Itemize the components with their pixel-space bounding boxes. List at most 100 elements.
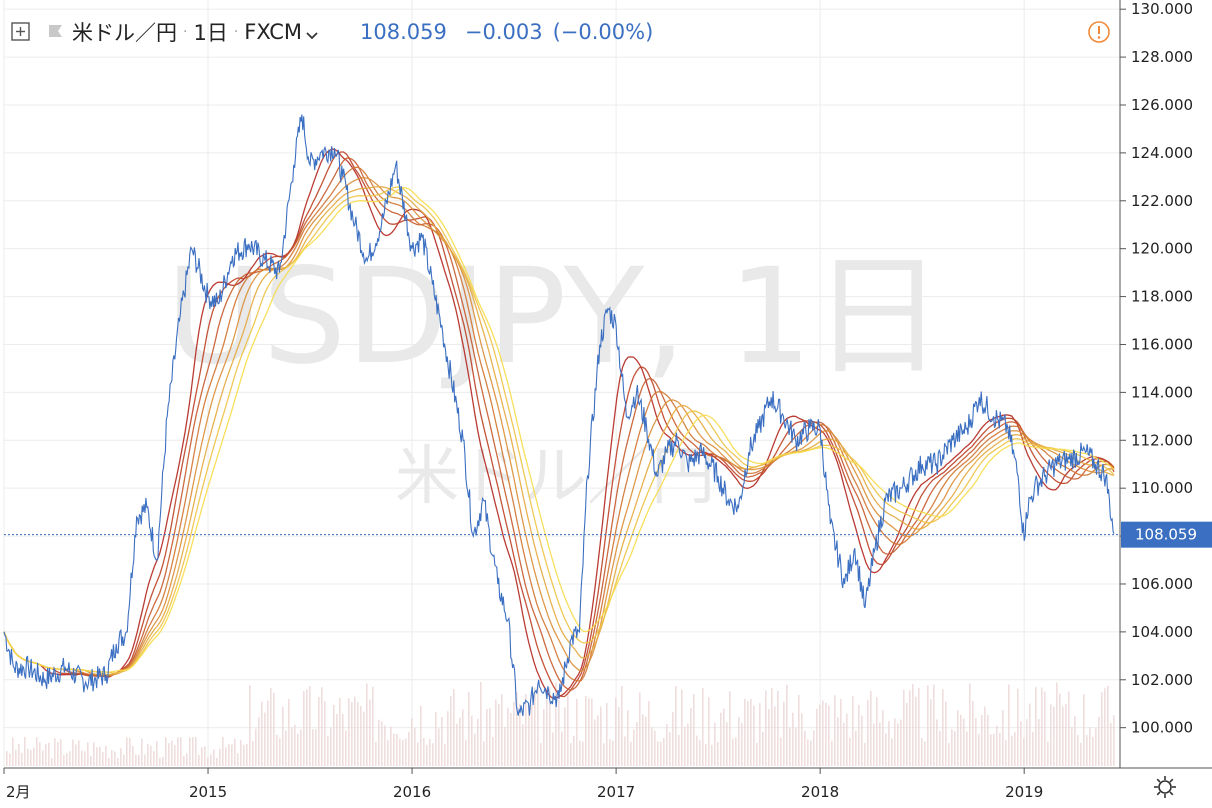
volume-bar bbox=[438, 728, 440, 766]
symbol-name[interactable]: 米ドル／円 bbox=[72, 21, 177, 45]
volume-bar bbox=[453, 689, 455, 766]
last-price-label: 108.059 bbox=[1135, 526, 1197, 544]
volume-bar bbox=[537, 685, 539, 766]
volume-bar bbox=[165, 737, 167, 766]
price-tick-label: 100.000 bbox=[1131, 719, 1193, 737]
price-tick-label: 124.000 bbox=[1131, 144, 1193, 162]
ma-line bbox=[3, 186, 1115, 673]
volume-bar bbox=[591, 698, 593, 766]
volume-bar bbox=[405, 738, 407, 766]
volume-bar bbox=[861, 715, 863, 766]
volume-bar bbox=[492, 736, 494, 766]
volume-bar bbox=[1110, 722, 1112, 766]
volume-bar bbox=[978, 734, 980, 766]
volume-bar bbox=[201, 747, 203, 766]
volume-bar bbox=[24, 736, 26, 766]
volume-bar bbox=[792, 712, 794, 766]
volume-bar bbox=[654, 730, 656, 766]
volume-bar bbox=[969, 683, 971, 766]
volume-bar bbox=[720, 712, 722, 766]
volume-bar bbox=[348, 698, 350, 766]
volume-bar bbox=[756, 743, 758, 766]
volume-bar bbox=[624, 736, 626, 766]
volume-bar bbox=[789, 727, 791, 766]
price-scale[interactable]: 130.000 128.000 126.000 124.000 122.000 120.0… bbox=[1120, 0, 1193, 737]
volume-bar bbox=[579, 740, 581, 766]
volume-bar bbox=[309, 686, 311, 766]
plot-area[interactable] bbox=[4, 0, 1120, 768]
volume-bar bbox=[384, 725, 386, 766]
price-change: −0.003 bbox=[464, 20, 543, 44]
volume-bar bbox=[282, 706, 284, 766]
warning-icon[interactable] bbox=[1087, 20, 1111, 44]
volume-bar bbox=[225, 747, 227, 766]
volume-bar bbox=[111, 749, 113, 766]
volume-bar bbox=[36, 737, 38, 766]
volume-bar bbox=[129, 737, 131, 766]
chevron-down-icon[interactable] bbox=[304, 24, 320, 40]
volume-bar bbox=[735, 737, 737, 766]
volume-bar bbox=[597, 715, 599, 766]
volume-bar bbox=[873, 723, 875, 766]
flag-icon[interactable] bbox=[46, 21, 68, 43]
volume-bar bbox=[1101, 692, 1103, 766]
volume-bar bbox=[678, 734, 680, 766]
volume-bar bbox=[600, 706, 602, 766]
volume-bar bbox=[642, 714, 644, 766]
volume-bar bbox=[264, 712, 266, 766]
volume-bar bbox=[330, 727, 332, 766]
volume-bar bbox=[522, 724, 524, 766]
volume-bar bbox=[1017, 688, 1019, 766]
volume-bar bbox=[159, 757, 161, 766]
volume-bar bbox=[54, 738, 56, 766]
volume-bar bbox=[366, 683, 368, 766]
volume-bar bbox=[408, 731, 410, 766]
volume-bar bbox=[369, 699, 371, 766]
source-label[interactable]: FXCM bbox=[244, 20, 303, 44]
interval-label[interactable]: 1日 bbox=[193, 21, 228, 45]
volume-bar bbox=[345, 730, 347, 766]
volume-bar bbox=[363, 711, 365, 766]
volume-bar bbox=[951, 729, 953, 766]
plus-square-icon[interactable] bbox=[10, 21, 32, 43]
volume-bar bbox=[573, 735, 575, 766]
volume-bar bbox=[210, 754, 212, 766]
volume-bar bbox=[231, 744, 233, 766]
volume-bar bbox=[114, 751, 116, 766]
volume-bar bbox=[915, 696, 917, 766]
price-tick-label: 122.000 bbox=[1131, 192, 1193, 210]
volume-bar bbox=[909, 690, 911, 766]
volume-bar bbox=[990, 734, 992, 766]
volume-bar bbox=[72, 739, 74, 766]
volume-bar bbox=[93, 742, 95, 766]
ma-line bbox=[3, 157, 1115, 692]
volume-bar bbox=[750, 699, 752, 766]
price-tick-label: 118.000 bbox=[1131, 288, 1193, 306]
volume-bar bbox=[840, 698, 842, 766]
volume-bar bbox=[693, 694, 695, 766]
volume-bar bbox=[132, 745, 134, 766]
volume-bar bbox=[1107, 685, 1109, 766]
volume-bar bbox=[666, 724, 668, 766]
volume-bar bbox=[177, 737, 179, 766]
volume-bar bbox=[519, 703, 521, 766]
time-scale[interactable]: 2月 2015 2016 2017 2018 2019 bbox=[3, 768, 1043, 801]
volume-bar bbox=[699, 740, 701, 766]
volume-bar bbox=[852, 696, 854, 766]
volume-bar bbox=[618, 707, 620, 766]
volume-bar bbox=[999, 733, 1001, 766]
price-tick-label: 102.000 bbox=[1131, 671, 1193, 689]
volume-bar bbox=[717, 741, 719, 766]
volume-bar bbox=[855, 730, 857, 766]
volume-bar bbox=[732, 738, 734, 766]
volume-bar bbox=[267, 700, 269, 766]
volume-bar bbox=[69, 751, 71, 766]
volume-bar bbox=[1113, 715, 1115, 766]
volume-bar bbox=[711, 744, 713, 766]
volume-bar bbox=[258, 717, 260, 766]
gear-icon[interactable] bbox=[1152, 774, 1178, 800]
volume-bar bbox=[540, 743, 542, 766]
volume-bar bbox=[300, 729, 302, 766]
volume-bar bbox=[507, 707, 509, 766]
